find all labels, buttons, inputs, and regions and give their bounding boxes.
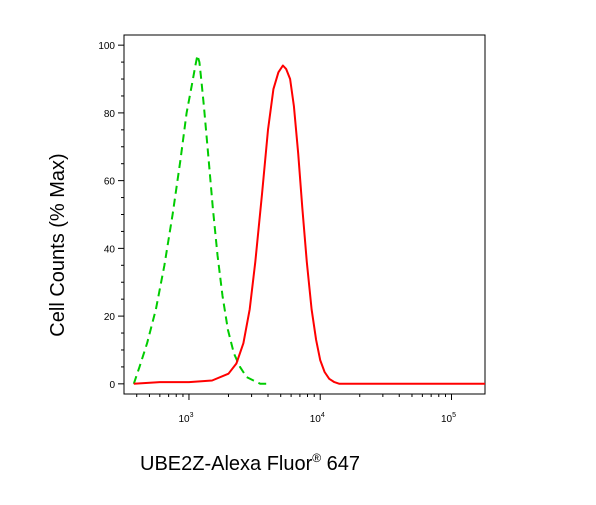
x-axis-title-main: UBE2Z-Alexa Fluor (140, 453, 313, 475)
x-tick-label: 103 (178, 412, 193, 425)
y-tick-label: 20 (104, 312, 116, 323)
y-tick-label: 60 (104, 177, 116, 188)
x-axis-title: UBE2Z-Alexa Fluor® 647 (140, 451, 360, 475)
y-axis-title: Cell Counts (% Max) (47, 153, 69, 336)
plot-frame (123, 34, 486, 395)
y-tick-label: 80 (104, 109, 116, 120)
y-tick-label: 100 (98, 41, 115, 52)
x-tick-label: 105 (441, 412, 456, 425)
x-axis: 103 104 105 (136, 394, 456, 425)
x-tick-label: 104 (310, 412, 325, 425)
y-tick-label: 0 (109, 380, 115, 391)
x-axis-title-suffix: 647 (321, 453, 360, 475)
y-tick-label: 40 (104, 244, 116, 255)
y-axis: 0 20 40 60 80 100 (98, 41, 124, 391)
series-line-dashed (132, 54, 268, 385)
x-axis-title-registered-mark: ® (312, 451, 321, 465)
series-layer (132, 54, 485, 385)
series-line-solid (133, 64, 485, 385)
